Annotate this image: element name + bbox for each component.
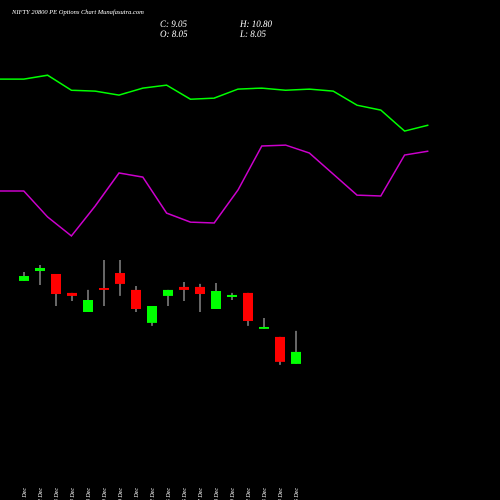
ohlc-high: H: 10.80: [239, 19, 272, 29]
x-tick-label: 26 Dec: [294, 488, 300, 500]
candle-body: [291, 351, 301, 364]
ohlc-close: C: 9.05: [160, 19, 188, 29]
candle-body: [259, 326, 269, 329]
x-tick-label: 11 Dec: [134, 488, 140, 500]
candle-body: [115, 273, 125, 284]
candle-body: [35, 267, 45, 271]
candle-body: [51, 273, 61, 295]
candle-body: [83, 300, 93, 312]
candle-body: [195, 286, 205, 295]
x-tick-label: 03 Dec: [54, 488, 60, 500]
x-tick-label: 15 Dec: [166, 488, 172, 500]
candle-body: [275, 336, 285, 362]
x-tick-label: 23 Dec: [262, 488, 268, 500]
x-tick-label: 16 Dec: [182, 488, 188, 500]
x-tick-label: 19 Dec: [230, 488, 236, 500]
x-tick-label: 22 Dec: [246, 488, 252, 500]
candle-body: [179, 286, 189, 290]
x-tick-label: 10 Dec: [118, 488, 124, 500]
candle-body: [163, 289, 173, 296]
indicator-line: [0, 144, 429, 238]
candle-body: [243, 292, 253, 321]
x-tick-label: 18 Dec: [214, 488, 220, 500]
x-tick-label: 12 Dec: [150, 488, 156, 500]
x-tick-label: 17 Dec: [198, 488, 204, 500]
indicator-line: [0, 74, 429, 132]
candle-body: [99, 288, 109, 290]
x-tick-label: 08 Dec: [86, 488, 92, 500]
x-tick-label: 09 Dec: [102, 488, 108, 500]
candle-body: [227, 294, 237, 298]
candle-body: [147, 305, 157, 323]
x-tick-label: 01 Dec: [22, 488, 28, 500]
candle-body: [211, 291, 221, 309]
ohlc-low: L: 8.05: [239, 29, 267, 39]
x-tick-label: 24 Dec: [277, 488, 284, 500]
ohlc-open: O: 8.05: [160, 29, 188, 39]
x-tick-label: 02 Dec: [38, 488, 44, 500]
candle-body: [131, 289, 141, 309]
candle-body: [67, 292, 77, 296]
chart-title: NIFTY 20800 PE Options Chart Munafasutra…: [11, 9, 144, 16]
candle-body: [19, 276, 29, 281]
x-tick-label: 04 Dec: [69, 488, 76, 500]
